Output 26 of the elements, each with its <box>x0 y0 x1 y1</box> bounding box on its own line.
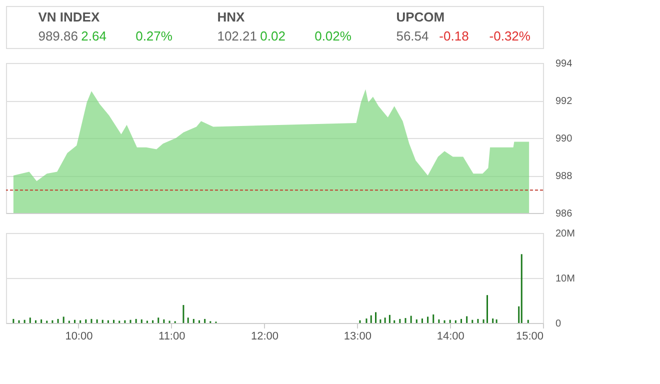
y-tick-label: 986 <box>556 208 573 220</box>
text: 102.21 <box>217 28 257 44</box>
x-tick-label: 15:00 <box>516 330 544 342</box>
x-tick-label: 10:00 <box>65 330 93 342</box>
x-tick-label: 14:00 <box>436 330 464 342</box>
text: 989.86 <box>38 28 78 44</box>
y-tick-label: 10M <box>556 274 575 284</box>
text: -0.32% <box>489 28 531 44</box>
category-label: VN INDEX <box>38 9 100 24</box>
x-tick-label: 13:00 <box>344 330 372 342</box>
y-tick-label: 994 <box>556 58 573 70</box>
text: -0.18 <box>439 28 469 44</box>
category-label: HNX <box>217 9 245 24</box>
x-tick-label: 11:00 <box>158 330 186 342</box>
text: 2.64 <box>81 28 106 44</box>
y-tick-label: 20M <box>556 228 575 240</box>
text: 0.02 <box>260 28 286 44</box>
text: 0.02% <box>314 28 352 44</box>
category-label: UPCOM <box>396 9 445 24</box>
y-tick-label: 988 <box>556 171 573 182</box>
y-tick-label: 0 <box>556 318 562 330</box>
y-tick-label: 990 <box>556 134 573 144</box>
text: 0.27% <box>136 28 173 44</box>
y-tick-label: 992 <box>556 96 573 107</box>
x-tick-label: 12:00 <box>251 330 279 342</box>
text: 56.54 <box>396 28 429 44</box>
